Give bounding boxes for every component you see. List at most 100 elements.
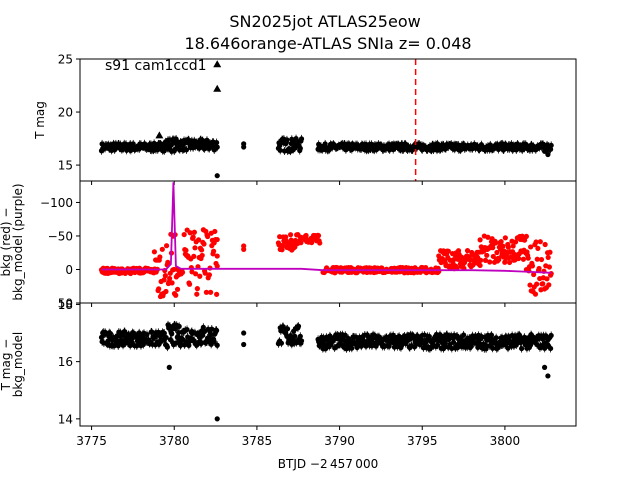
data-point [166,364,172,370]
data-point [548,345,554,352]
chart-title-line1: SN2025jot ATLAS25eow [229,12,420,31]
data-point [487,259,493,265]
y-axis-label: T mag [33,101,47,140]
data-point [482,257,489,263]
data-point [203,289,210,295]
data-point [284,326,291,332]
upper-limit-point [213,60,222,68]
data-point [214,139,220,146]
x-axis-label: BTJD −2 457 000 [278,457,378,471]
data-point [199,252,205,259]
upper-limit-point [155,131,164,139]
data-point [528,244,534,250]
data-point [179,269,186,275]
data-point [190,234,196,240]
data-point [309,239,315,246]
data-point [163,288,169,295]
data-point [161,330,167,336]
data-point [283,234,289,240]
data-point [512,239,519,245]
data-point [540,281,546,287]
y-axis-label: bkg (red) − [0,208,13,277]
y-tick-label: 18 [58,298,73,312]
upper-limit-point [213,84,222,92]
y-tick-label: 50 [58,297,73,311]
data-point [477,237,483,243]
data-point [317,240,323,246]
data-point [546,282,552,288]
data-point [461,332,467,338]
data-point [144,331,150,338]
data-point [545,151,551,158]
y-tick-label: 14 [58,412,73,426]
data-point [241,243,247,249]
x-tick-label: 3795 [407,434,438,448]
data-point [181,231,187,238]
data-point [161,277,167,283]
data-point [184,326,190,333]
data-point [544,276,550,282]
data-point [494,249,500,256]
data-point [532,291,539,297]
data-point [295,323,302,329]
data-point [490,245,496,251]
panel-annotation: s91 cam1ccd1 [105,58,207,74]
y-axis-label: bkg_model (purple) [11,183,25,300]
data-point [490,345,496,351]
data-point [545,254,551,261]
data-point [195,237,202,243]
data-point [297,333,303,339]
x-tick-label: 3790 [324,434,355,448]
x-tick-label: 3775 [76,434,107,448]
data-point [191,229,197,235]
data-point [542,241,548,248]
data-point [162,273,168,279]
panel-frame [79,58,577,182]
chart-title-line2: 18.646orange-ATLAS SNIa z= 0.048 [184,34,471,53]
y-tick-label: 20 [58,106,73,120]
data-point [169,331,175,337]
data-point [107,331,114,337]
panel-2: 50 0 −50 −100 bkg (red) −bkg_model (purple) [0,180,577,311]
data-point [211,339,217,345]
data-point [214,173,220,179]
data-point [186,281,193,287]
data-point [442,340,448,346]
data-point [194,291,200,297]
data-point [208,289,214,295]
data-point [187,230,193,236]
data-point [194,286,200,292]
data-point [538,256,545,263]
data-point [500,243,506,249]
data-point [214,263,220,269]
y-tick-label: 25 [58,53,73,67]
data-point [464,248,471,254]
data-point [548,142,554,148]
panel-frame [79,302,577,427]
data-point [214,236,220,243]
data-point [520,256,526,262]
data-point [502,235,508,241]
data-point [531,271,537,278]
data-point [155,147,161,153]
data-point [183,247,189,253]
data-point [115,343,121,349]
panel-1: 15 20 25 T mag s91 cam1ccd1 [33,53,577,185]
data-point [297,145,303,151]
data-point [122,329,128,335]
data-point [545,373,551,379]
data-point [209,326,215,332]
data-point [534,256,540,262]
data-point [498,239,504,245]
data-point [534,281,540,287]
data-point [191,253,197,259]
data-point [165,259,171,265]
data-point [548,332,554,339]
y-tick-label: −50 [48,229,73,243]
data-point [241,141,247,147]
data-point [192,245,198,251]
data-point [169,280,175,286]
data-point [173,292,179,298]
data-point [176,323,182,329]
data-point [527,282,533,288]
